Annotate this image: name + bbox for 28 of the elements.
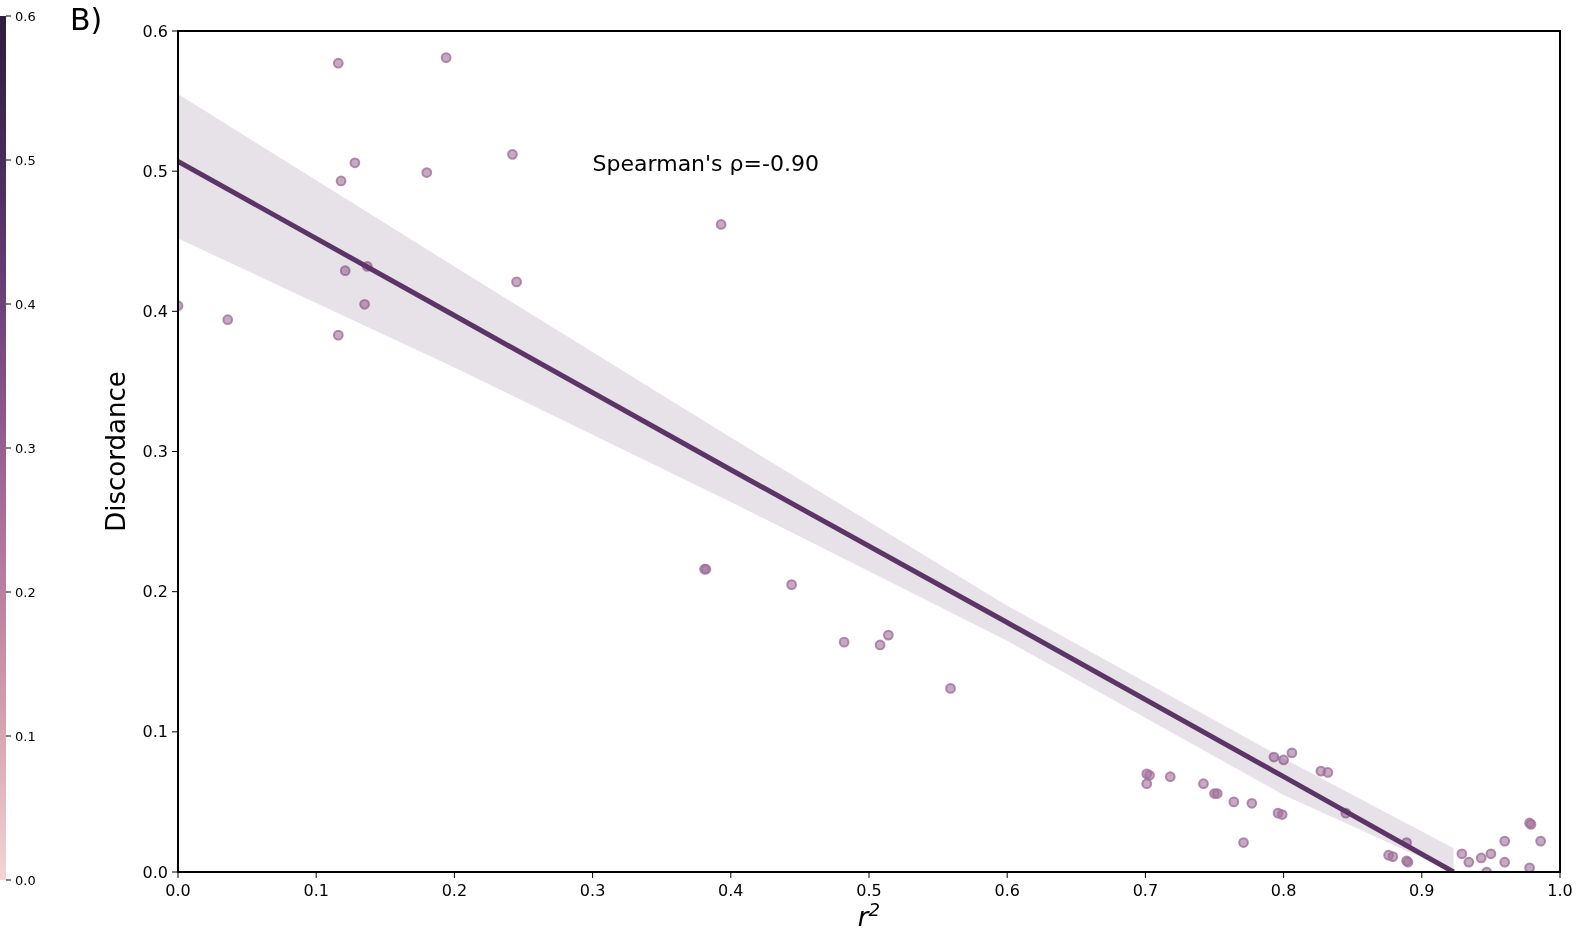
color-bar-label: 0.6 [15, 8, 36, 24]
y-tick-label: 0.3 [142, 442, 168, 462]
color-bar-label: 0.4 [15, 296, 36, 312]
y-tick-label: 0.4 [142, 301, 168, 321]
x-tick-label: 0.3 [579, 881, 606, 900]
y-tick-label: 0.0 [142, 862, 168, 882]
text: B) [70, 2, 103, 37]
color-bar-label: 0.1 [15, 728, 36, 744]
y-tick-label: 0.1 [142, 722, 168, 742]
color-bar-label: 0.2 [15, 584, 36, 600]
x-tick-label: 0.6 [994, 881, 1020, 900]
x-tick-label: 0.5 [856, 881, 882, 900]
x-tick-label: 0.8 [1270, 881, 1297, 900]
annotation: Spearman's ρ=-0.90 [592, 151, 819, 177]
x-tick-label: 0.2 [441, 881, 468, 900]
x-tick-label: 0.7 [1132, 881, 1159, 900]
y-axis-title: Discordance [101, 371, 131, 532]
x-axis-title: r$^{2}$ [857, 898, 881, 932]
y-tick-label: 0.6 [142, 21, 168, 41]
x-tick-label: 0.1 [303, 881, 329, 900]
x-tick-label: 1.0 [1547, 881, 1573, 900]
color-bar-label: 0.5 [15, 152, 36, 168]
x-tick-label: 0.0 [165, 881, 191, 900]
y-tick-label: 0.2 [142, 582, 168, 602]
color-bar-label: 0.3 [15, 440, 36, 456]
x-tick-label: 0.4 [718, 881, 744, 900]
x-tick-label: 0.9 [1409, 881, 1435, 900]
y-tick-label: 0.5 [142, 161, 168, 181]
